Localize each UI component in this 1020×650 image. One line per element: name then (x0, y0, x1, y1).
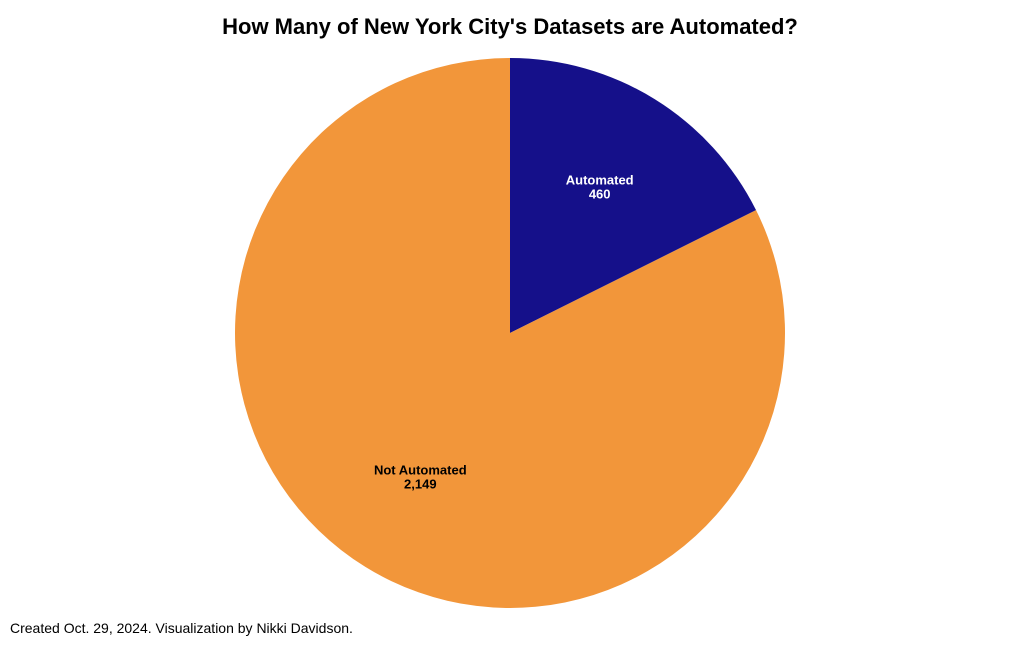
slice-value: 2,149 (404, 477, 437, 492)
slice-value: 460 (589, 187, 611, 202)
chart-footer: Created Oct. 29, 2024. Visualization by … (10, 620, 353, 636)
slice-label: Automated (566, 172, 634, 187)
slice-label: Not Automated (374, 462, 467, 477)
pie-chart-svg: Automated460 Not Automated2,149 (235, 58, 785, 608)
chart-title: How Many of New York City's Datasets are… (0, 14, 1020, 40)
pie-chart-area: Automated460 Not Automated2,149 (0, 58, 1020, 608)
chart-container: How Many of New York City's Datasets are… (0, 0, 1020, 650)
